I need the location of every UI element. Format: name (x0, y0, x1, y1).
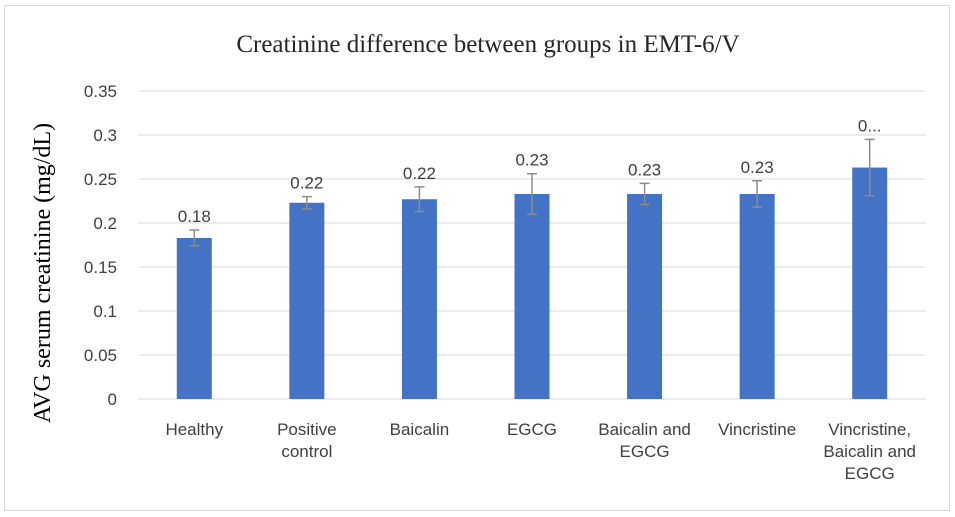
data-label: 0.22 (403, 164, 436, 183)
y-tick-label: 0.35 (84, 82, 117, 101)
error-bar (752, 180, 763, 208)
y-tick-label: 0 (108, 390, 117, 409)
error-bar (189, 229, 200, 247)
error-bar (301, 195, 312, 210)
y-tick-labels: 0 0.05 0.1 0.15 0.2 0.25 0.3 0.35 (84, 82, 117, 409)
category-labels: Healthy Positive control Baicalin EGCG Baical… (165, 420, 916, 483)
data-label: 0... (858, 116, 882, 135)
category-label: Baicalin and EGCG (598, 420, 691, 461)
error-bars (189, 138, 875, 247)
chart-title: Creatinine difference between groups in … (236, 31, 739, 58)
bar (627, 193, 663, 399)
error-bar (639, 182, 650, 206)
error-bar (527, 172, 537, 215)
y-axis-label: AVG serum creatinine (mg/dL) (30, 123, 56, 423)
data-label: 0.23 (741, 158, 774, 177)
bars (176, 167, 888, 399)
y-tick-label: 0.15 (84, 258, 117, 277)
bar (739, 193, 775, 399)
chart-frame (4, 5, 950, 511)
data-label: 0.23 (515, 151, 548, 170)
category-label: Vincristine (718, 420, 796, 439)
y-tick-label: 0.05 (84, 346, 117, 365)
bar (514, 193, 550, 399)
y-tick-label: 0.25 (84, 170, 117, 189)
y-tick-label: 0.1 (93, 302, 117, 321)
data-label: 0.23 (628, 160, 661, 179)
error-bar (864, 138, 875, 197)
error-bar (414, 186, 425, 213)
data-labels: 0.18 0.22 0.22 0.23 0.23 0.23 0... (178, 116, 882, 226)
y-tick-label: 0.3 (93, 126, 117, 145)
category-label: Baicalin (390, 420, 450, 439)
data-label: 0.22 (290, 174, 323, 193)
y-tick-label: 0.2 (93, 214, 117, 233)
bar (401, 199, 437, 399)
bar (176, 237, 212, 399)
bar (852, 167, 888, 399)
category-label: EGCG (507, 420, 557, 439)
category-label: Vincristine, Baicalin and EGCG (823, 420, 916, 483)
category-label: Positive control (277, 420, 337, 461)
bar (289, 202, 325, 399)
data-label: 0.18 (178, 207, 211, 226)
category-label: Healthy (165, 420, 223, 439)
